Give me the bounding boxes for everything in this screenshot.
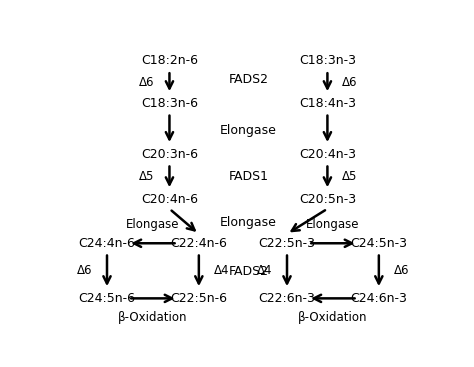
Text: C20:4n-6: C20:4n-6 [141,193,198,206]
Text: C24:5n-3: C24:5n-3 [350,237,407,250]
Text: FADS1: FADS1 [228,170,268,184]
Text: C22:5n-6: C22:5n-6 [170,292,228,305]
Text: C18:3n-6: C18:3n-6 [141,97,198,110]
Text: Elongase: Elongase [220,124,277,137]
Text: C18:4n-3: C18:4n-3 [299,97,356,110]
Text: C24:5n-6: C24:5n-6 [79,292,136,305]
Text: C20:3n-6: C20:3n-6 [141,148,198,161]
Text: Δ4: Δ4 [257,264,272,277]
Text: C20:5n-3: C20:5n-3 [299,193,356,206]
Text: Δ6: Δ6 [342,76,357,89]
Text: Δ6: Δ6 [77,264,92,277]
Text: C24:6n-3: C24:6n-3 [350,292,407,305]
Text: Elongase: Elongase [126,218,180,230]
Text: Elongase: Elongase [220,215,277,229]
Text: Δ5: Δ5 [342,170,357,184]
Text: C22:5n-3: C22:5n-3 [258,237,316,250]
Text: C18:2n-6: C18:2n-6 [141,54,198,68]
Text: C20:4n-3: C20:4n-3 [299,148,356,161]
Text: β-Oxidation: β-Oxidation [118,311,188,324]
Text: Δ5: Δ5 [139,170,155,184]
Text: β-Oxidation: β-Oxidation [298,311,368,324]
Text: C22:4n-6: C22:4n-6 [171,237,227,250]
Text: C18:3n-3: C18:3n-3 [299,54,356,68]
Text: FADS2: FADS2 [228,265,268,278]
Text: Δ6: Δ6 [393,264,409,277]
Text: FADS2: FADS2 [228,73,268,86]
Text: C22:6n-3: C22:6n-3 [259,292,315,305]
Text: C24:4n-6: C24:4n-6 [79,237,136,250]
Text: Elongase: Elongase [306,218,360,230]
Text: Δ6: Δ6 [139,76,155,89]
Text: Δ4: Δ4 [213,264,229,277]
